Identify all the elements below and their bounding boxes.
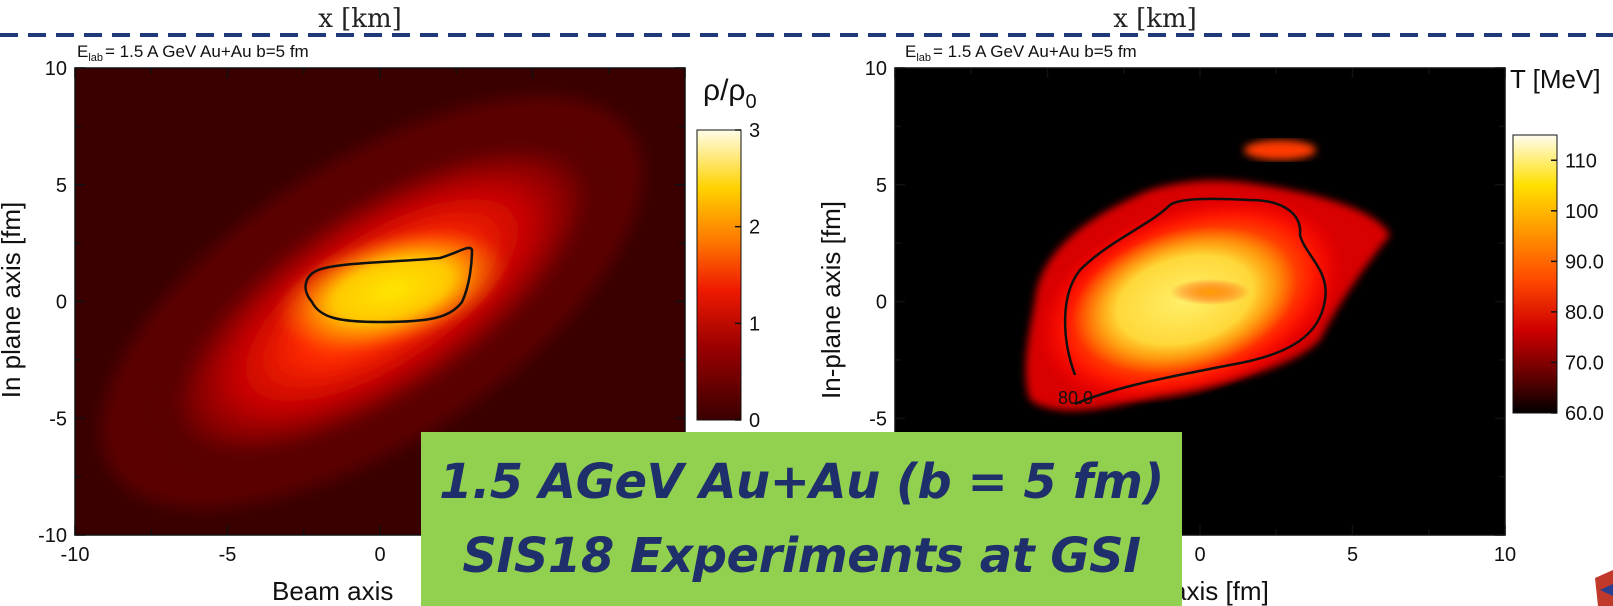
density-contour	[304, 246, 474, 324]
x-tick-label: -5	[219, 544, 237, 566]
temperature-ytick-labels: -5 0 5 10	[865, 58, 887, 430]
y-tick-label: 5	[876, 175, 887, 197]
colorbar-tick-label: 90.0	[1565, 251, 1604, 273]
colorbar-tick-label: 80.0	[1565, 302, 1604, 324]
x-tick-label: 10	[1494, 544, 1516, 566]
temperature-colorbar-label: T [MeV]	[1510, 64, 1601, 94]
density-heatmap	[101, 96, 643, 508]
density-ylabel: In plane axis [fm]	[0, 202, 26, 399]
density-inner-blob	[275, 228, 509, 352]
y-tick-label: -10	[38, 525, 67, 547]
temp-title-sub: lab	[916, 52, 931, 64]
density-xlabel: Beam axis	[272, 576, 393, 606]
density-panel-title: Elab = 1.5 A GeV Au+Au b=5 fm	[77, 42, 309, 64]
temperature-ylabel: In-plane axis [fm]	[816, 201, 846, 399]
colorbar-tick-label: 2	[749, 217, 760, 239]
colorbar-tick-label: 110	[1565, 150, 1597, 172]
banner-line-1: 1.5 AGeV Au+Au (b = 5 fm)	[439, 454, 1164, 510]
density-title-main: E	[77, 42, 88, 61]
y-tick-label: -5	[49, 408, 67, 430]
density-colorbar-ticks: 0 1 2 3	[735, 120, 760, 432]
temperature-xlabel: axis [fm]	[1172, 576, 1269, 606]
x-tick-label: 0	[374, 544, 385, 566]
density-xtick-labels: -10 -5 0	[61, 544, 386, 566]
density-colorbar-label: ρ/ρ0	[703, 74, 757, 113]
y-tick-label: 10	[865, 58, 887, 80]
temperature-panel-title: Elab = 1.5 A GeV Au+Au b=5 fm	[905, 42, 1137, 64]
density-colorbar-label-sub: 0	[745, 91, 756, 113]
density-ytick-labels: -10 -5 0 5 10	[38, 58, 67, 547]
density-title-rest: = 1.5 A GeV Au+Au b=5 fm	[105, 42, 309, 61]
y-tick-label: 5	[56, 175, 67, 197]
y-tick-label: 10	[45, 58, 67, 80]
temperature-top-spot	[1244, 140, 1316, 160]
y-tick-label: 0	[56, 292, 67, 314]
x-tick-label: -10	[61, 544, 90, 566]
temp-title-rest: = 1.5 A GeV Au+Au b=5 fm	[933, 42, 1137, 61]
temperature-xtick-labels: 0 5 10	[1194, 544, 1516, 566]
colorbar-tick-label: 60.0	[1565, 403, 1604, 425]
banner: 1.5 AGeV Au+Au (b = 5 fm) SIS18 Experime…	[421, 432, 1182, 606]
colorbar-tick-label: 1	[749, 313, 760, 335]
density-title-sub: lab	[88, 52, 103, 64]
y-tick-label: -5	[869, 408, 887, 430]
logo-fragment	[1595, 570, 1613, 606]
temperature-contour	[1063, 197, 1327, 406]
colorbar-tick-label: 70.0	[1565, 352, 1604, 374]
temperature-heatmap	[1025, 140, 1390, 411]
temperature-colorbar-ticks: 60.0 70.0 80.0 90.0 100 110	[1551, 150, 1604, 425]
left-top-xlabel: x [km]	[318, 4, 402, 34]
x-tick-label: 0	[1194, 544, 1205, 566]
temperature-contour-label: 80.0	[1058, 388, 1093, 408]
temp-title-main: E	[905, 42, 916, 61]
y-tick-label: 0	[876, 292, 887, 314]
banner-line-2: SIS18 Experiments at GSI	[462, 528, 1141, 584]
x-tick-label: 5	[1347, 544, 1358, 566]
right-top-xlabel: x [km]	[1113, 4, 1197, 34]
colorbar-tick-label: 0	[749, 410, 760, 432]
colorbar-tick-label: 3	[749, 120, 760, 142]
density-colorbar-label-main: ρ/ρ	[703, 74, 745, 107]
temperature-inner-spot	[1170, 279, 1250, 305]
density-colorbar	[696, 129, 742, 421]
colorbar-tick-label: 100	[1565, 201, 1598, 223]
temperature-colorbar	[1512, 134, 1558, 414]
